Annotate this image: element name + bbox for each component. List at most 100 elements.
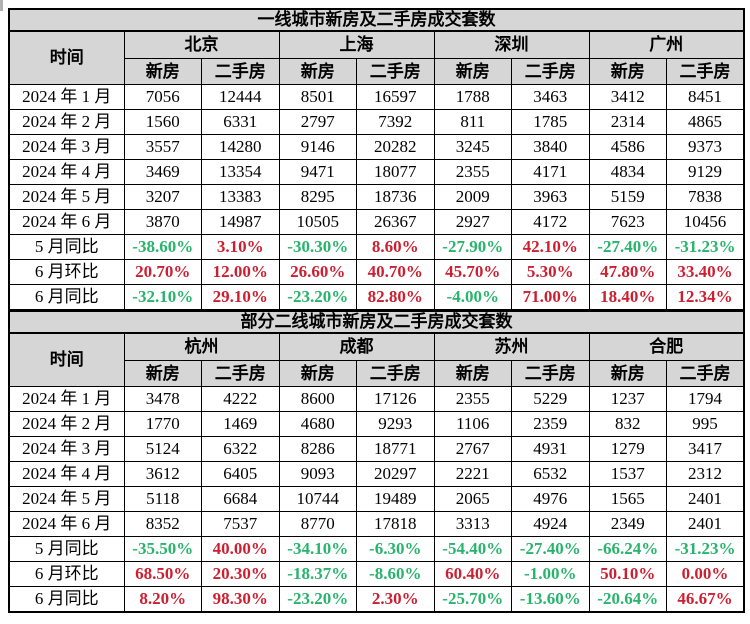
value-cell: 7623 <box>588 209 667 235</box>
city-header: 北京 <box>123 30 280 59</box>
pct-cell: -27.40% <box>588 234 667 260</box>
table-row: 2024 年 6 月 3870 14987 10505 26367 2927 4172 762… <box>8 209 745 235</box>
value-cell: 3478 <box>123 386 202 412</box>
value-cell: 6405 <box>201 461 280 487</box>
pct-cell: 71.00% <box>511 284 590 311</box>
value-cell: 20297 <box>356 461 435 487</box>
value-cell: 3417 <box>666 436 745 462</box>
table-row: 2024 年 4 月 3469 13354 9471 18077 2355 4171 4834… <box>8 159 745 185</box>
value-cell: 2401 <box>666 486 745 512</box>
value-cell: 13354 <box>201 159 280 185</box>
pct-row: 6 月环比 68.50% 20.30% -18.37% -8.60% 60.40% -1.0… <box>8 561 745 587</box>
table-row: 2024 年 3 月 5124 6322 8286 18771 2767 4931 1279 3… <box>8 436 745 462</box>
value-cell: 1770 <box>123 411 202 437</box>
sub-header-row: 新房 二手房 新房 二手房 新房 二手房 新房 二手房 <box>9 360 745 387</box>
pct-cell: 45.70% <box>433 259 512 285</box>
table-row: 2024 年 6 月 8352 7537 8770 17818 3313 4924 2349 2… <box>8 511 745 537</box>
value-cell: 811 <box>433 109 512 135</box>
value-cell: 8286 <box>278 436 357 462</box>
pct-cell: 82.80% <box>356 284 435 311</box>
value-cell: 7392 <box>356 109 435 135</box>
value-cell: 1565 <box>588 486 667 512</box>
pct-row-label: 5 月同比 <box>8 536 125 562</box>
sub-col-header: 二手房 <box>666 360 745 387</box>
row-label: 2024 年 4 月 <box>8 159 125 185</box>
pct-cell: 42.10% <box>511 234 590 260</box>
value-cell: 9293 <box>356 411 435 437</box>
value-cell: 2401 <box>666 511 745 537</box>
pct-cell: -8.60% <box>356 561 435 587</box>
value-cell: 2312 <box>666 461 745 487</box>
value-cell: 3412 <box>588 84 667 110</box>
pct-cell: 29.10% <box>201 284 280 311</box>
pct-row-label: 6 月同比 <box>8 586 125 613</box>
value-cell: 17818 <box>356 511 435 537</box>
pct-cell: -34.10% <box>278 536 357 562</box>
value-cell: 3870 <box>123 209 202 235</box>
sub-col-header: 二手房 <box>511 58 590 85</box>
pct-cell: 20.30% <box>201 561 280 587</box>
pct-cell: -54.40% <box>433 536 512 562</box>
value-cell: 1279 <box>588 436 667 462</box>
value-cell: 2797 <box>278 109 357 135</box>
value-cell: 3963 <box>511 184 590 210</box>
value-cell: 26367 <box>356 209 435 235</box>
pct-row: 6 月同比 -32.10% 29.10% -23.20% 82.80% -4.00% 71.… <box>8 284 745 311</box>
value-cell: 9093 <box>278 461 357 487</box>
value-cell: 16597 <box>356 84 435 110</box>
value-cell: 8352 <box>123 511 202 537</box>
value-cell: 8501 <box>278 84 357 110</box>
sub-col-header: 新房 <box>433 58 512 85</box>
value-cell: 4865 <box>666 109 745 135</box>
pct-cell: 2.30% <box>356 586 435 613</box>
value-cell: 4172 <box>511 209 590 235</box>
value-cell: 17126 <box>356 386 435 412</box>
pct-cell: 8.60% <box>356 234 435 260</box>
pct-cell: -25.70% <box>433 586 512 613</box>
pct-row-label: 6 月同比 <box>8 284 125 311</box>
value-cell: 8600 <box>278 386 357 412</box>
value-cell: 1560 <box>123 109 202 135</box>
pct-cell: 8.20% <box>123 586 202 613</box>
value-cell: 1785 <box>511 109 590 135</box>
row-label: 2024 年 6 月 <box>8 511 125 537</box>
value-cell: 5229 <box>511 386 590 412</box>
pct-cell: 47.80% <box>588 259 667 285</box>
row-label: 2024 年 2 月 <box>8 411 125 437</box>
table-title-row: 部分二线城市新房及二手房成交套数 <box>8 310 745 334</box>
table-row: 2024 年 5 月 5118 6684 10744 19489 2065 4976 1565… <box>8 486 745 512</box>
pct-row: 5 月同比 -35.50% 40.00% -34.10% -6.30% -54.40% -2… <box>8 536 745 562</box>
value-cell: 13383 <box>201 184 280 210</box>
pct-cell: -27.40% <box>511 536 590 562</box>
table-row: 2024 年 2 月 1560 6331 2797 7392 811 1785 2314 486… <box>8 109 745 135</box>
page-edge-artifact <box>0 0 3 11</box>
city-header: 上海 <box>278 30 435 59</box>
value-cell: 6331 <box>201 109 280 135</box>
table-row: 2024 年 2 月 1770 1469 4680 9293 1106 2359 832 995 <box>8 411 745 437</box>
value-cell: 1537 <box>588 461 667 487</box>
value-cell: 14987 <box>201 209 280 235</box>
table-row: 2024 年 1 月 7056 12444 8501 16597 1788 3463 3412… <box>8 84 745 110</box>
time-column-header: 时间 <box>8 30 125 85</box>
sub-col-header: 二手房 <box>356 58 435 85</box>
pct-row: 6 月环比 20.70% 12.00% 26.60% 40.70% 45.70% 5.30%… <box>8 259 745 285</box>
row-label: 2024 年 5 月 <box>8 184 125 210</box>
table-row: 2024 年 4 月 3612 6405 9093 20297 2221 6532 1537 2… <box>8 461 745 487</box>
pct-cell: -4.00% <box>433 284 512 311</box>
pct-cell: 40.70% <box>356 259 435 285</box>
value-cell: 3557 <box>123 134 202 160</box>
row-label: 2024 年 4 月 <box>8 461 125 487</box>
city-header-row: 时间 杭州 成都 苏州 合肥 <box>8 332 745 387</box>
value-cell: 6684 <box>201 486 280 512</box>
value-cell: 2927 <box>433 209 512 235</box>
value-cell: 14280 <box>201 134 280 160</box>
value-cell: 20282 <box>356 134 435 160</box>
pct-cell: -31.23% <box>666 536 745 562</box>
value-cell: 18736 <box>356 184 435 210</box>
value-cell: 7537 <box>201 511 280 537</box>
pct-cell: 68.50% <box>123 561 202 587</box>
value-cell: 1788 <box>433 84 512 110</box>
row-label: 2024 年 1 月 <box>8 386 125 412</box>
pct-cell: -23.20% <box>278 586 357 613</box>
sub-col-header: 新房 <box>123 58 202 85</box>
